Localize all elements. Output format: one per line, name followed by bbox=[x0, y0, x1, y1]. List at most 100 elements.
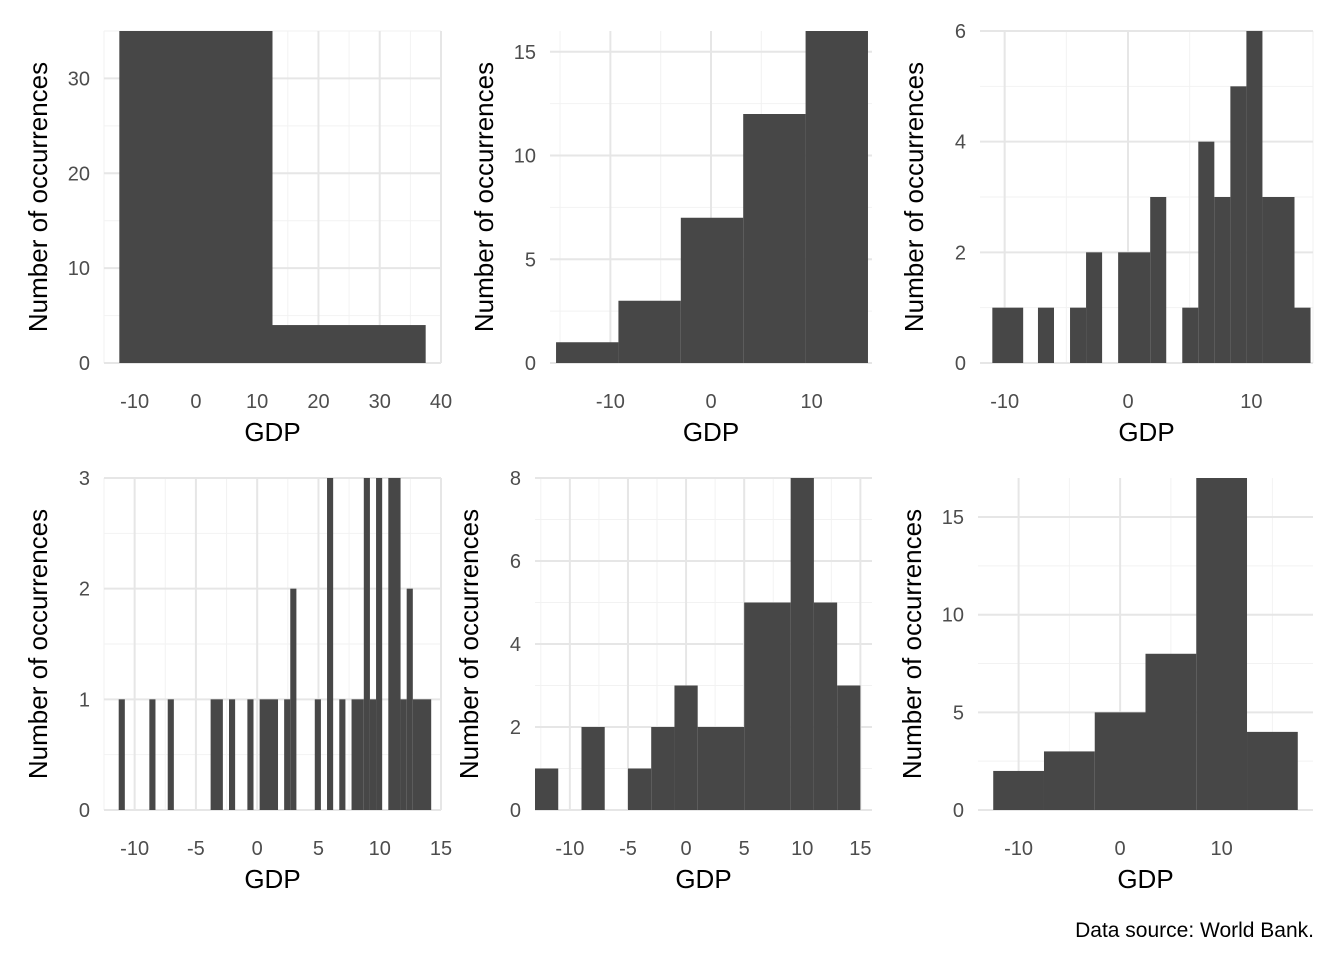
bars bbox=[992, 31, 1311, 363]
y-tick-label: 0 bbox=[510, 800, 521, 822]
y-tick-label: 1 bbox=[79, 689, 90, 711]
histogram-bar bbox=[535, 768, 559, 810]
histogram-bar bbox=[290, 588, 297, 810]
histogram-bar bbox=[228, 699, 236, 810]
y-tick-label: 15 bbox=[942, 507, 964, 529]
histogram-bar bbox=[674, 685, 698, 810]
histogram-bar bbox=[339, 699, 346, 810]
histogram-bar bbox=[284, 699, 291, 810]
histogram-bar bbox=[992, 307, 1024, 363]
histogram-bar bbox=[1294, 307, 1311, 363]
y-tick-label: 10 bbox=[942, 605, 964, 627]
y-axis-title: Number of occurrences bbox=[469, 62, 499, 332]
histogram-bar bbox=[1070, 307, 1087, 363]
histogram-bar bbox=[1094, 712, 1146, 810]
histogram-panel-3: -10 0 10 0 2 4 6 GDP Number of occurrences bbox=[899, 21, 1314, 447]
histogram-bar bbox=[412, 699, 432, 810]
x-tick-label: 0 bbox=[190, 391, 201, 413]
histogram-bar bbox=[1262, 197, 1295, 363]
y-tick-label: 6 bbox=[955, 21, 966, 43]
x-tick-label: 0 bbox=[1115, 838, 1126, 860]
x-tick-label: 10 bbox=[369, 838, 391, 860]
y-tick-label: 0 bbox=[79, 800, 90, 822]
histogram-bar bbox=[388, 478, 401, 810]
y-tick-label: 10 bbox=[514, 146, 536, 168]
histogram-bar bbox=[1150, 197, 1167, 363]
histogram-bar bbox=[556, 342, 619, 363]
x-axis-title: GDP bbox=[1118, 417, 1174, 447]
histogram-bar bbox=[743, 114, 806, 363]
histogram-bar bbox=[1145, 653, 1197, 810]
histogram-panel-5: -10 -5 0 5 10 15 0 2 4 6 8 GDP Number of occurrences bbox=[454, 468, 872, 894]
y-tick-label: 15 bbox=[514, 42, 536, 64]
histogram-bar bbox=[167, 699, 174, 810]
y-tick-label: 8 bbox=[510, 468, 521, 490]
bars bbox=[535, 478, 861, 810]
histogram-bar bbox=[369, 699, 377, 810]
x-tick-label: -10 bbox=[990, 391, 1019, 413]
histogram-bar bbox=[119, 31, 273, 363]
histogram-bar bbox=[1214, 197, 1231, 363]
histogram-bar bbox=[210, 699, 223, 810]
histogram-bar bbox=[837, 685, 861, 810]
histogram-bar bbox=[813, 602, 838, 810]
y-tick-label: 4 bbox=[510, 634, 521, 656]
y-axis-title: Number of occurrences bbox=[897, 509, 927, 779]
x-tick-label: -10 bbox=[120, 838, 149, 860]
bars bbox=[119, 31, 426, 363]
x-tick-label: 10 bbox=[791, 838, 813, 860]
histogram-bar bbox=[1247, 731, 1298, 810]
histogram-bar bbox=[680, 217, 744, 363]
x-tick-label: 20 bbox=[307, 391, 329, 413]
histogram-bar bbox=[618, 300, 681, 363]
x-tick-label: 15 bbox=[849, 838, 871, 860]
y-tick-label: 0 bbox=[953, 800, 964, 822]
histogram-bar bbox=[363, 478, 370, 810]
x-tick-label: 15 bbox=[430, 838, 452, 860]
histogram-bar bbox=[651, 727, 675, 810]
histogram-bar bbox=[351, 699, 364, 810]
histogram-bar bbox=[406, 588, 413, 810]
y-tick-label: 10 bbox=[68, 258, 90, 280]
y-tick-label: 0 bbox=[79, 353, 90, 375]
y-tick-label: 0 bbox=[525, 353, 536, 375]
x-tick-label: -10 bbox=[120, 391, 149, 413]
histogram-panel-4: -10 -5 0 5 10 15 0 1 2 3 GDP Number of occurrences bbox=[23, 468, 452, 894]
histogram-bar bbox=[1043, 751, 1095, 810]
histogram-bar bbox=[149, 699, 156, 810]
x-tick-label: 0 bbox=[705, 391, 716, 413]
y-tick-label: 20 bbox=[68, 163, 90, 185]
x-axis-title: GDP bbox=[683, 417, 739, 447]
histogram-bar bbox=[118, 699, 125, 810]
histogram-bar bbox=[327, 478, 334, 810]
histogram-panel-1: -10 0 10 20 30 40 0 10 20 30 GDP Number of occurren… bbox=[23, 30, 452, 447]
y-tick-label: 2 bbox=[955, 242, 966, 264]
bars bbox=[118, 478, 432, 810]
histogram-bar bbox=[1230, 86, 1247, 363]
y-tick-label: 5 bbox=[953, 702, 964, 724]
x-axis-title: GDP bbox=[1117, 864, 1173, 894]
histogram-bar bbox=[697, 727, 745, 810]
y-tick-label: 5 bbox=[525, 249, 536, 271]
x-tick-label: 30 bbox=[369, 391, 391, 413]
y-tick-label: 30 bbox=[68, 68, 90, 90]
histogram-bar bbox=[581, 727, 605, 810]
histogram-bar bbox=[993, 770, 1044, 810]
histogram-bar bbox=[376, 478, 383, 810]
y-tick-label: 6 bbox=[510, 551, 521, 573]
bars bbox=[556, 31, 868, 363]
x-tick-label: -10 bbox=[555, 838, 584, 860]
histogram-bar bbox=[805, 31, 868, 363]
x-tick-label: 10 bbox=[801, 391, 823, 413]
bars bbox=[993, 478, 1298, 810]
data-source-caption: Data source: World Bank. bbox=[1075, 919, 1314, 942]
histogram-bar bbox=[1037, 307, 1054, 363]
y-tick-label: 4 bbox=[955, 132, 966, 154]
x-axis-title: GDP bbox=[675, 864, 731, 894]
x-tick-label: -5 bbox=[619, 838, 637, 860]
x-tick-label: 0 bbox=[681, 838, 692, 860]
x-tick-label: 40 bbox=[430, 391, 452, 413]
x-tick-label: 0 bbox=[252, 838, 263, 860]
x-tick-label: 10 bbox=[1211, 838, 1233, 860]
x-tick-label: 5 bbox=[313, 838, 324, 860]
